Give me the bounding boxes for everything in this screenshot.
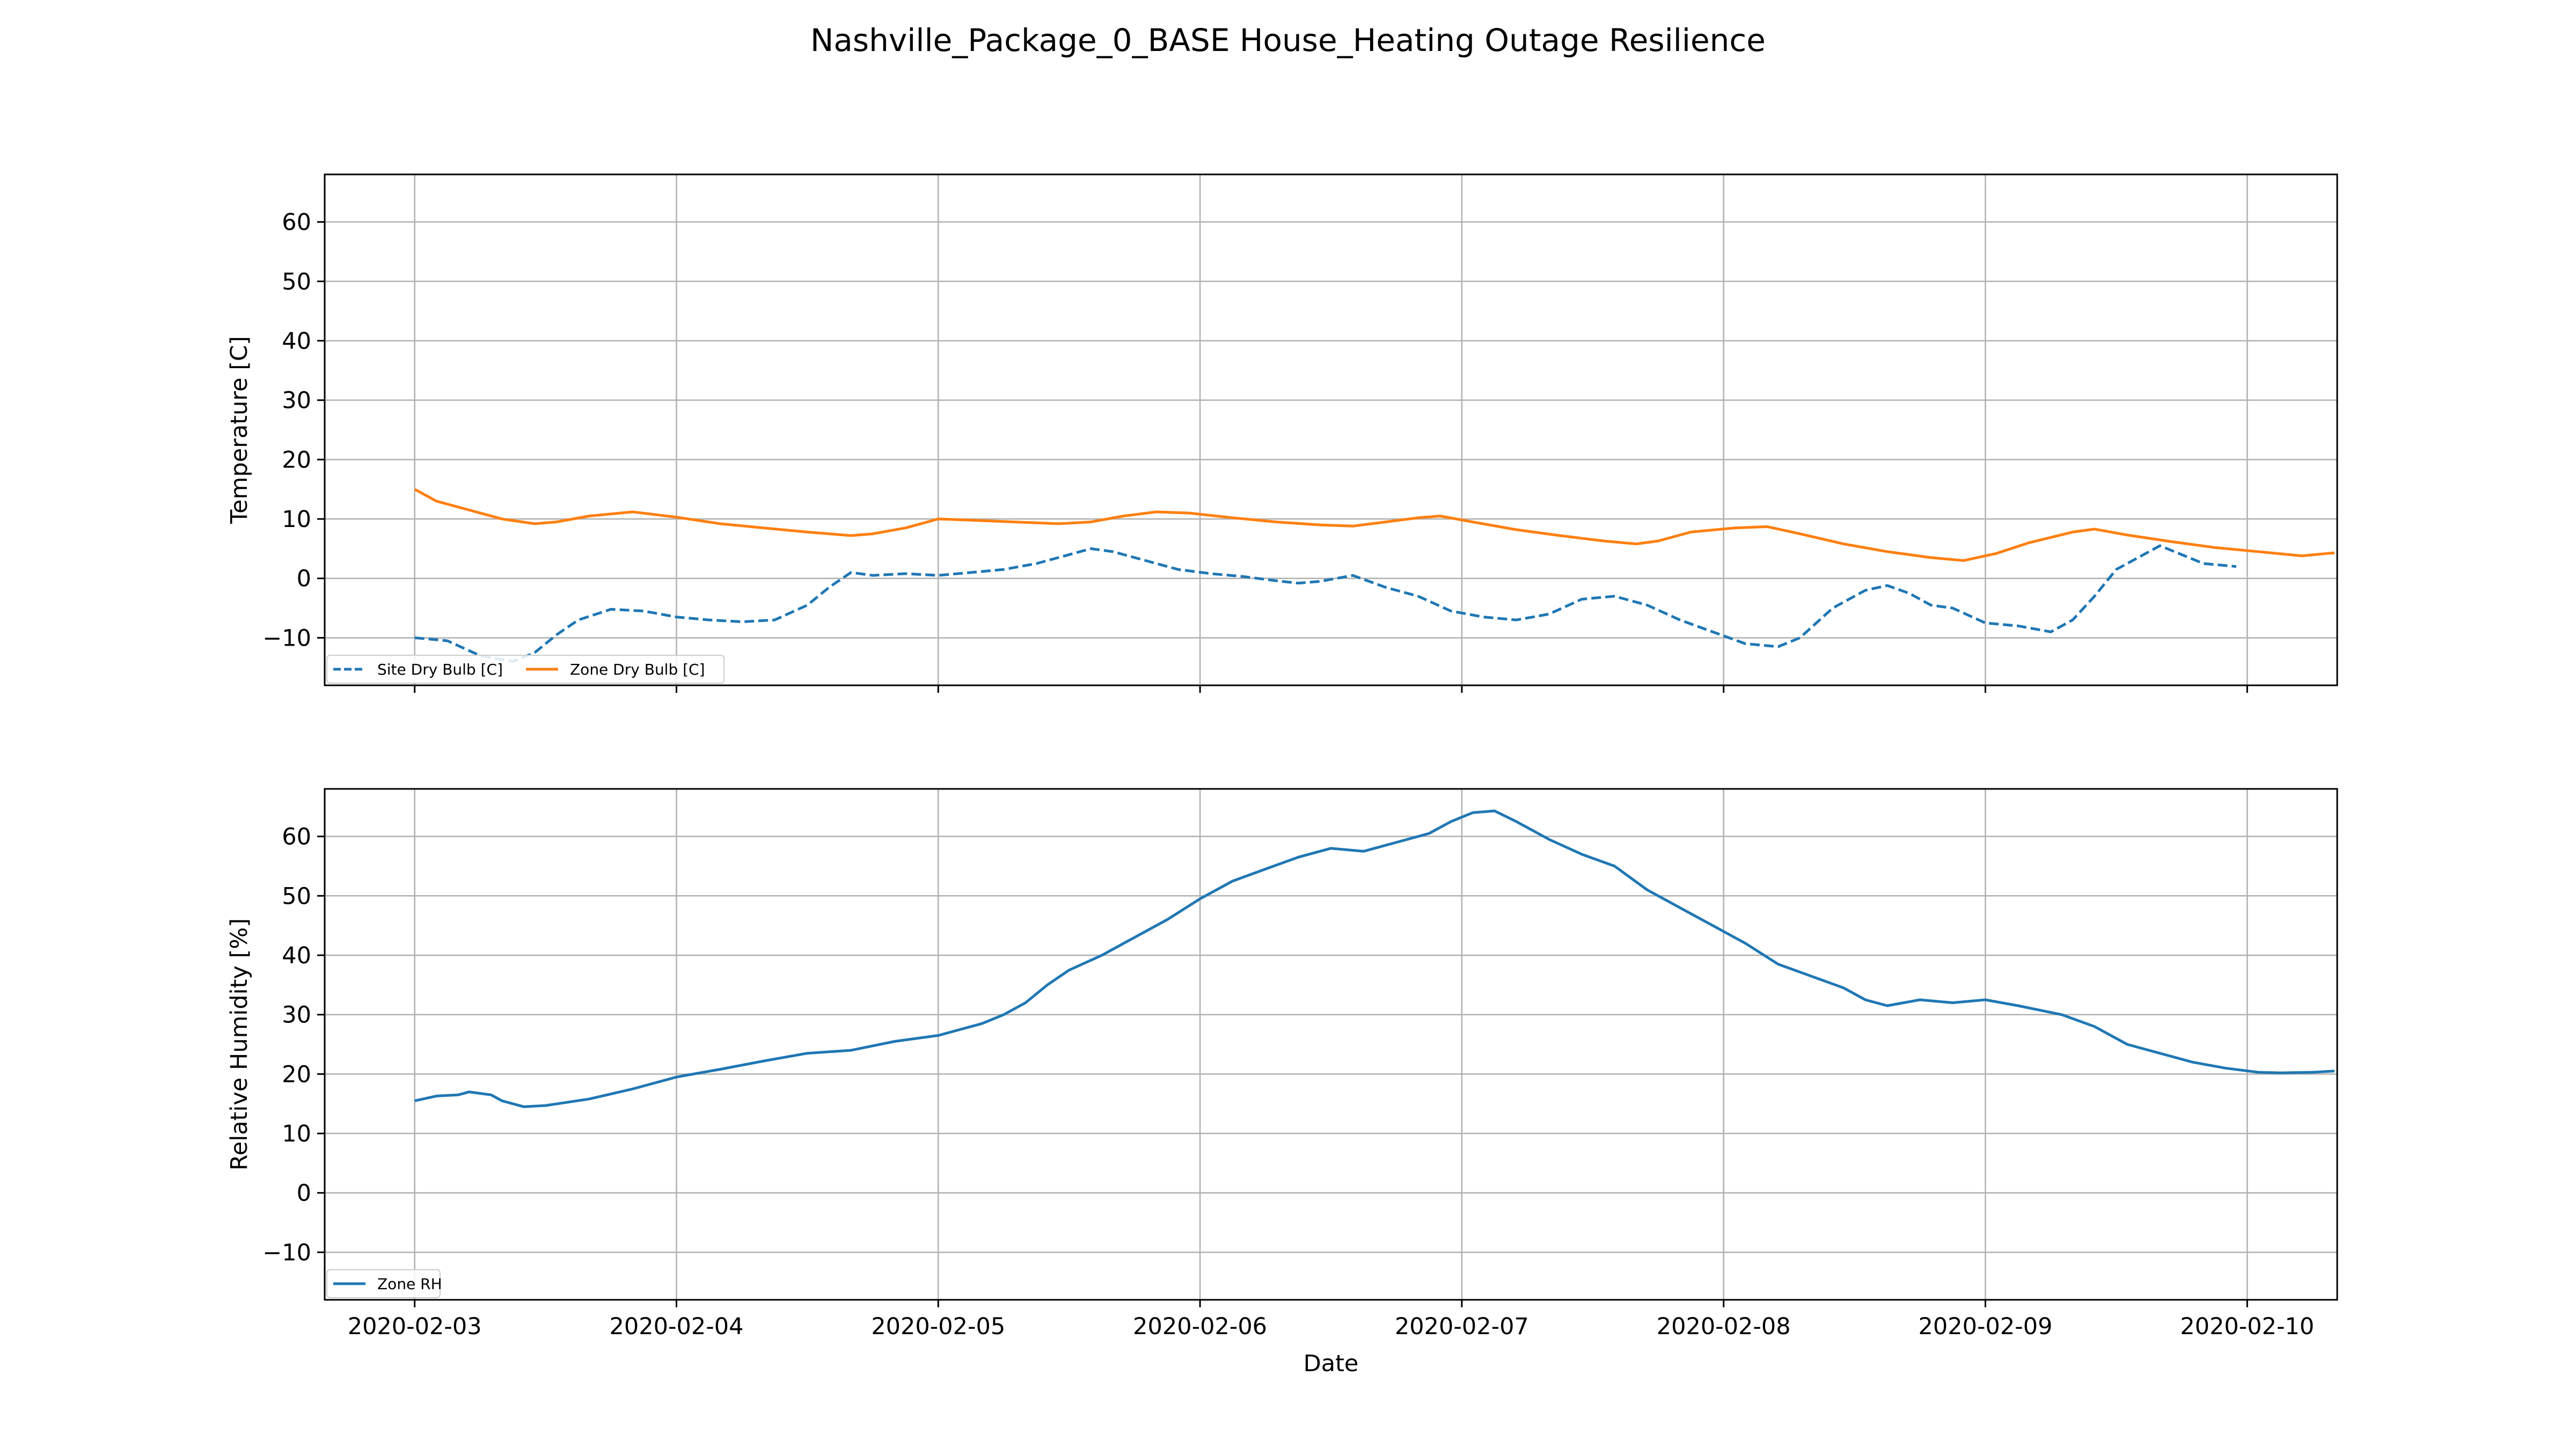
y-tick-label: −10 [262, 1239, 311, 1266]
series-group [414, 809, 2335, 1108]
y-tick-label: 50 [282, 883, 311, 910]
x-tick-label: 2020-02-05 [871, 1313, 1005, 1340]
series-group [414, 488, 2335, 663]
legend: Site Dry Bulb [C] Zone Dry Bulb [C] [326, 655, 724, 684]
x-tick-label: 2020-02-08 [1657, 1313, 1791, 1340]
legend-box [326, 1269, 441, 1298]
x-tick-label: 2020-02-03 [348, 1313, 482, 1340]
y-tick-label: 30 [282, 387, 311, 414]
y-tick-label: 40 [282, 942, 311, 969]
y-axis-label: Relative Humidity [%] [226, 918, 253, 1170]
series-line-2 [414, 488, 2335, 562]
x-tick-label: 2020-02-09 [1919, 1313, 2053, 1340]
y-tick-label: 60 [282, 209, 311, 236]
chart-panel-1: −10 0 10 20 30 40 50 60 Temperature [C] Site Dry … [226, 173, 2338, 693]
legend-label-1: Zone RH [377, 1275, 442, 1293]
y-tick-label: 20 [282, 1061, 311, 1088]
chart-panel-2: −10 0 10 20 30 40 50 60 2020-02-03 2020-02-04 2020… [226, 788, 2338, 1377]
y-tick-label: 0 [297, 566, 311, 592]
y-tick-label: 40 [282, 328, 311, 355]
legend-label-1: Site Dry Bulb [C] [377, 661, 503, 678]
y-tick-label: −10 [262, 625, 311, 652]
x-tick-label: 2020-02-06 [1133, 1313, 1267, 1340]
figure-title: Nashville_Package_0_BASE House_Heating O… [810, 22, 1766, 58]
x-axis-label: Date [1304, 1350, 1359, 1377]
plots: −10 0 10 20 30 40 50 60 Temperature [C] Site Dry … [226, 173, 2338, 1377]
x-tick-label: 2020-02-07 [1395, 1313, 1529, 1340]
legend-box [326, 655, 724, 684]
y-tick-label: 20 [282, 447, 311, 473]
plot-frame [324, 788, 2338, 1301]
x-tick-label: 2020-02-10 [2180, 1313, 2314, 1340]
plot-frame [324, 173, 2338, 686]
legend-label-2: Zone Dry Bulb [C] [570, 661, 705, 678]
series-line-1 [414, 809, 2335, 1108]
y-tick-label: 10 [282, 1121, 311, 1147]
y-tick-label: 50 [282, 268, 311, 295]
y-tick-label: 0 [297, 1180, 311, 1207]
legend: Zone RH [326, 1269, 442, 1298]
series-line-1 [414, 544, 2237, 663]
y-tick-label: 60 [282, 824, 311, 851]
y-axis-label: Temperature [C] [226, 336, 253, 524]
y-tick-label: 30 [282, 1002, 311, 1029]
x-tick-label: 2020-02-04 [610, 1313, 744, 1340]
y-tick-label: 10 [282, 506, 311, 533]
